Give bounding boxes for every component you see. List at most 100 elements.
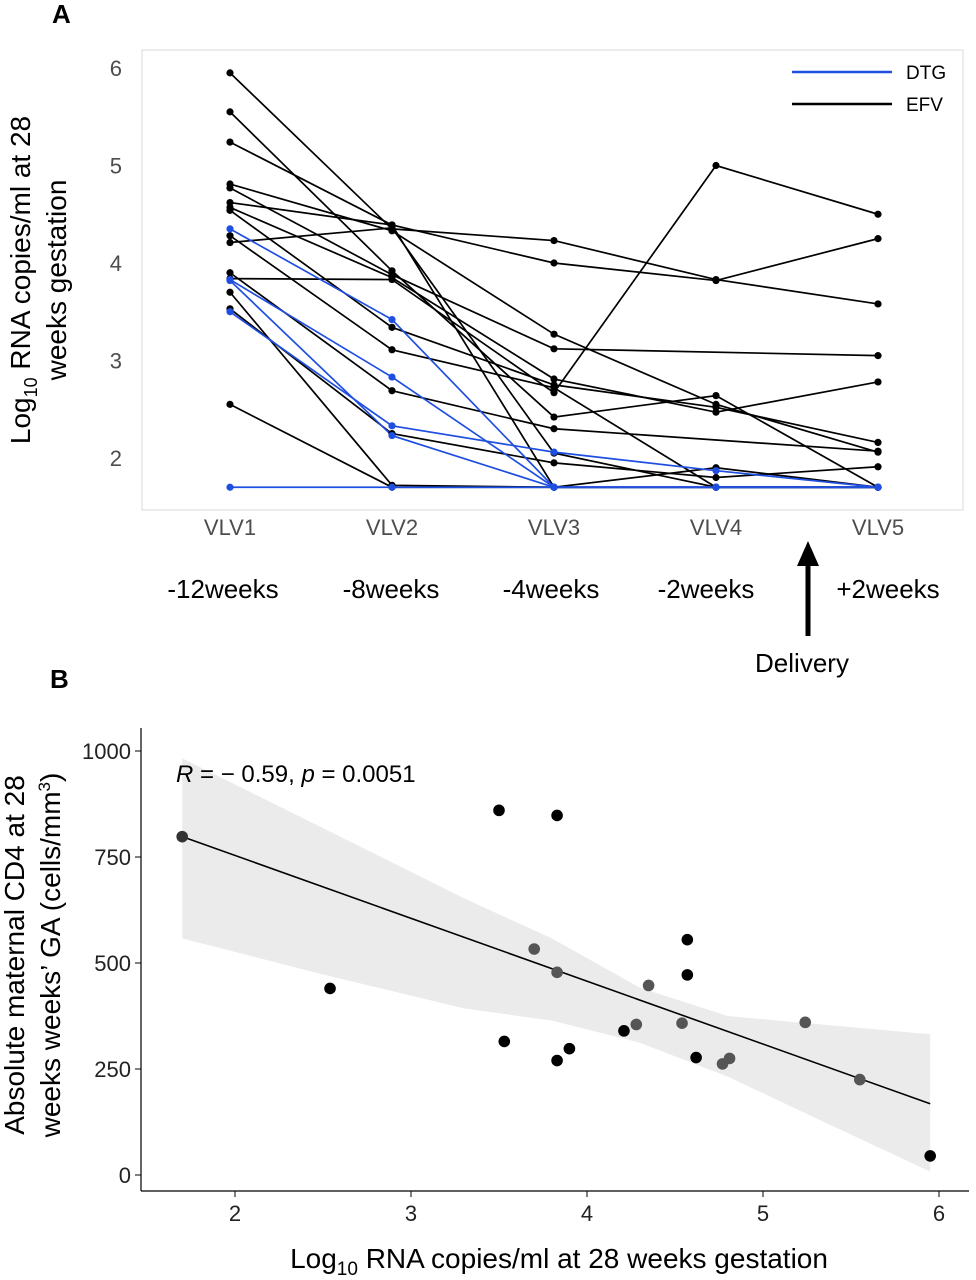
data-point-efv — [226, 184, 234, 192]
data-point-efv — [226, 206, 234, 214]
scatter-point — [799, 1016, 812, 1029]
panel-b-ytick-label: 750 — [94, 845, 131, 870]
data-point-dtg — [226, 276, 234, 285]
data-point-efv — [550, 236, 558, 245]
panel-a-ytick-label: 5 — [110, 154, 122, 179]
data-point-efv — [712, 473, 720, 482]
confidence-band — [182, 758, 931, 1172]
panel-a-xtick-label: VLV3 — [528, 515, 580, 540]
scatter-point — [551, 809, 563, 822]
data-point-efv — [874, 438, 882, 446]
data-point-efv — [226, 288, 234, 296]
delivery-arrow-head — [797, 541, 819, 566]
delivery-arrow — [797, 541, 819, 636]
panel-a-xtick-label: VLV1 — [204, 515, 256, 540]
panel-a-ytick-label: 4 — [110, 251, 122, 276]
delivery-label: Delivery — [755, 648, 849, 678]
legend-dtg-label: DTG — [906, 63, 946, 84]
data-point-efv — [712, 392, 720, 400]
scatter-point — [551, 966, 563, 979]
panel-a-ytick-label: 6 — [110, 56, 122, 81]
panel-a-x-ticks: VLV1 VLV2 VLV3 VLV4 VLV5 — [204, 515, 904, 540]
scatter-point — [324, 982, 336, 995]
data-point-efv — [550, 259, 558, 267]
panel-a-ytick-label: 3 — [110, 349, 122, 374]
data-point-efv — [388, 387, 396, 395]
svg-text:Log10 RNA copies/ml at 28: Log10 RNA copies/ml at 28 — [5, 116, 41, 444]
scatter-point — [676, 1017, 688, 1030]
data-point-dtg — [874, 483, 882, 491]
scatter-point — [723, 1052, 736, 1065]
data-point-efv — [226, 269, 234, 277]
panel-a-series-points — [226, 69, 882, 491]
data-point-efv — [226, 400, 234, 408]
data-point-efv — [874, 300, 882, 308]
scatter-point — [924, 1150, 936, 1162]
scatter-point — [493, 804, 505, 817]
panel-b-ytick-label: 1000 — [82, 739, 131, 764]
panel-a-series-lines — [229, 72, 879, 489]
annot-p-text: = 0.0051 — [315, 761, 416, 788]
panel-b-x-axis-label: Log10 RNA copies/ml at 28 weeks gestatio… — [290, 1243, 828, 1280]
panel-a-xtick-label: VLV4 — [690, 515, 742, 540]
panel-a-ylabel-rest: RNA copies/ml at 28 — [5, 116, 36, 377]
data-point-dtg — [550, 483, 558, 491]
data-point-efv — [874, 235, 882, 243]
panel-a-ylabel-sub: 10 — [21, 377, 41, 397]
panel-b-ylabel-line2-a: weeks weeks’ GA (cells/mm — [35, 791, 66, 1138]
panel-b-ytick-label: 0 — [119, 1163, 131, 1188]
data-point-efv — [550, 389, 558, 397]
panel-b-xtick-label: 5 — [757, 1201, 769, 1226]
legend-efv-label: EFV — [906, 95, 943, 116]
panel-a-letter: A — [52, 0, 71, 29]
data-point-efv — [550, 425, 558, 433]
scatter-point — [681, 969, 694, 981]
panel-b-letter: B — [50, 664, 69, 694]
annot-r-label: R — [176, 761, 193, 788]
data-point-dtg — [550, 448, 558, 456]
data-point-efv — [550, 345, 558, 353]
timepoint-label: -8weeks — [343, 574, 440, 604]
panel-b-ytick-label: 500 — [94, 951, 131, 976]
scatter-point — [528, 943, 540, 955]
scatter-point — [563, 1042, 576, 1055]
panel-b-xlabel-rest: RNA copies/ml at 28 weeks gestation — [358, 1243, 828, 1274]
data-point-efv — [226, 138, 234, 146]
panel-a-xtick-label: VLV5 — [852, 515, 904, 540]
panel-a-ylabel-line2: weeks gestation — [41, 180, 72, 382]
series-line-efv — [229, 72, 879, 305]
scatter-point — [618, 1025, 630, 1037]
panel-b-xlabel-sub: 10 — [337, 1259, 358, 1280]
scatter-point — [854, 1073, 866, 1086]
timepoint-label: -4weeks — [503, 574, 600, 604]
data-point-efv — [874, 463, 882, 471]
panel-b-ylabel-line2: weeks weeks’ GA (cells/mm3) — [35, 773, 66, 1139]
annot-r-text: = − 0.59, — [193, 761, 301, 788]
data-point-efv — [388, 275, 396, 284]
data-point-efv — [226, 69, 234, 77]
panel-b-xtick-label: 4 — [581, 1201, 593, 1226]
data-point-efv — [874, 210, 882, 218]
data-point-dtg — [712, 467, 720, 475]
timepoint-label: -2weeks — [658, 574, 755, 604]
data-point-dtg — [388, 373, 396, 381]
panel-b-x-ticks: 2 3 4 5 6 — [229, 1191, 945, 1226]
data-point-dtg — [226, 225, 234, 233]
scatter-point — [498, 1035, 511, 1048]
data-point-efv — [874, 447, 882, 455]
panel-b-ylabel-sup: 3 — [35, 782, 54, 791]
data-point-dtg — [388, 431, 396, 440]
data-point-efv — [550, 375, 558, 383]
scatter-point — [690, 1051, 702, 1064]
panel-b-ylabel-line2-b: ) — [35, 773, 66, 782]
panel-b-correlation-annotation: R = − 0.59, p = 0.0051 — [176, 761, 416, 788]
data-point-dtg — [388, 422, 396, 430]
panel-a-ytick-label: 2 — [110, 446, 122, 471]
series-line-efv — [229, 183, 879, 453]
timepoint-label: +2weeks — [836, 574, 939, 604]
panel-b-ytick-label: 250 — [94, 1057, 131, 1082]
panel-b-ylabel-line1: Absolute maternal CD4 at 28 — [0, 775, 30, 1135]
scatter-point — [630, 1018, 643, 1031]
series-line-efv — [229, 187, 879, 357]
